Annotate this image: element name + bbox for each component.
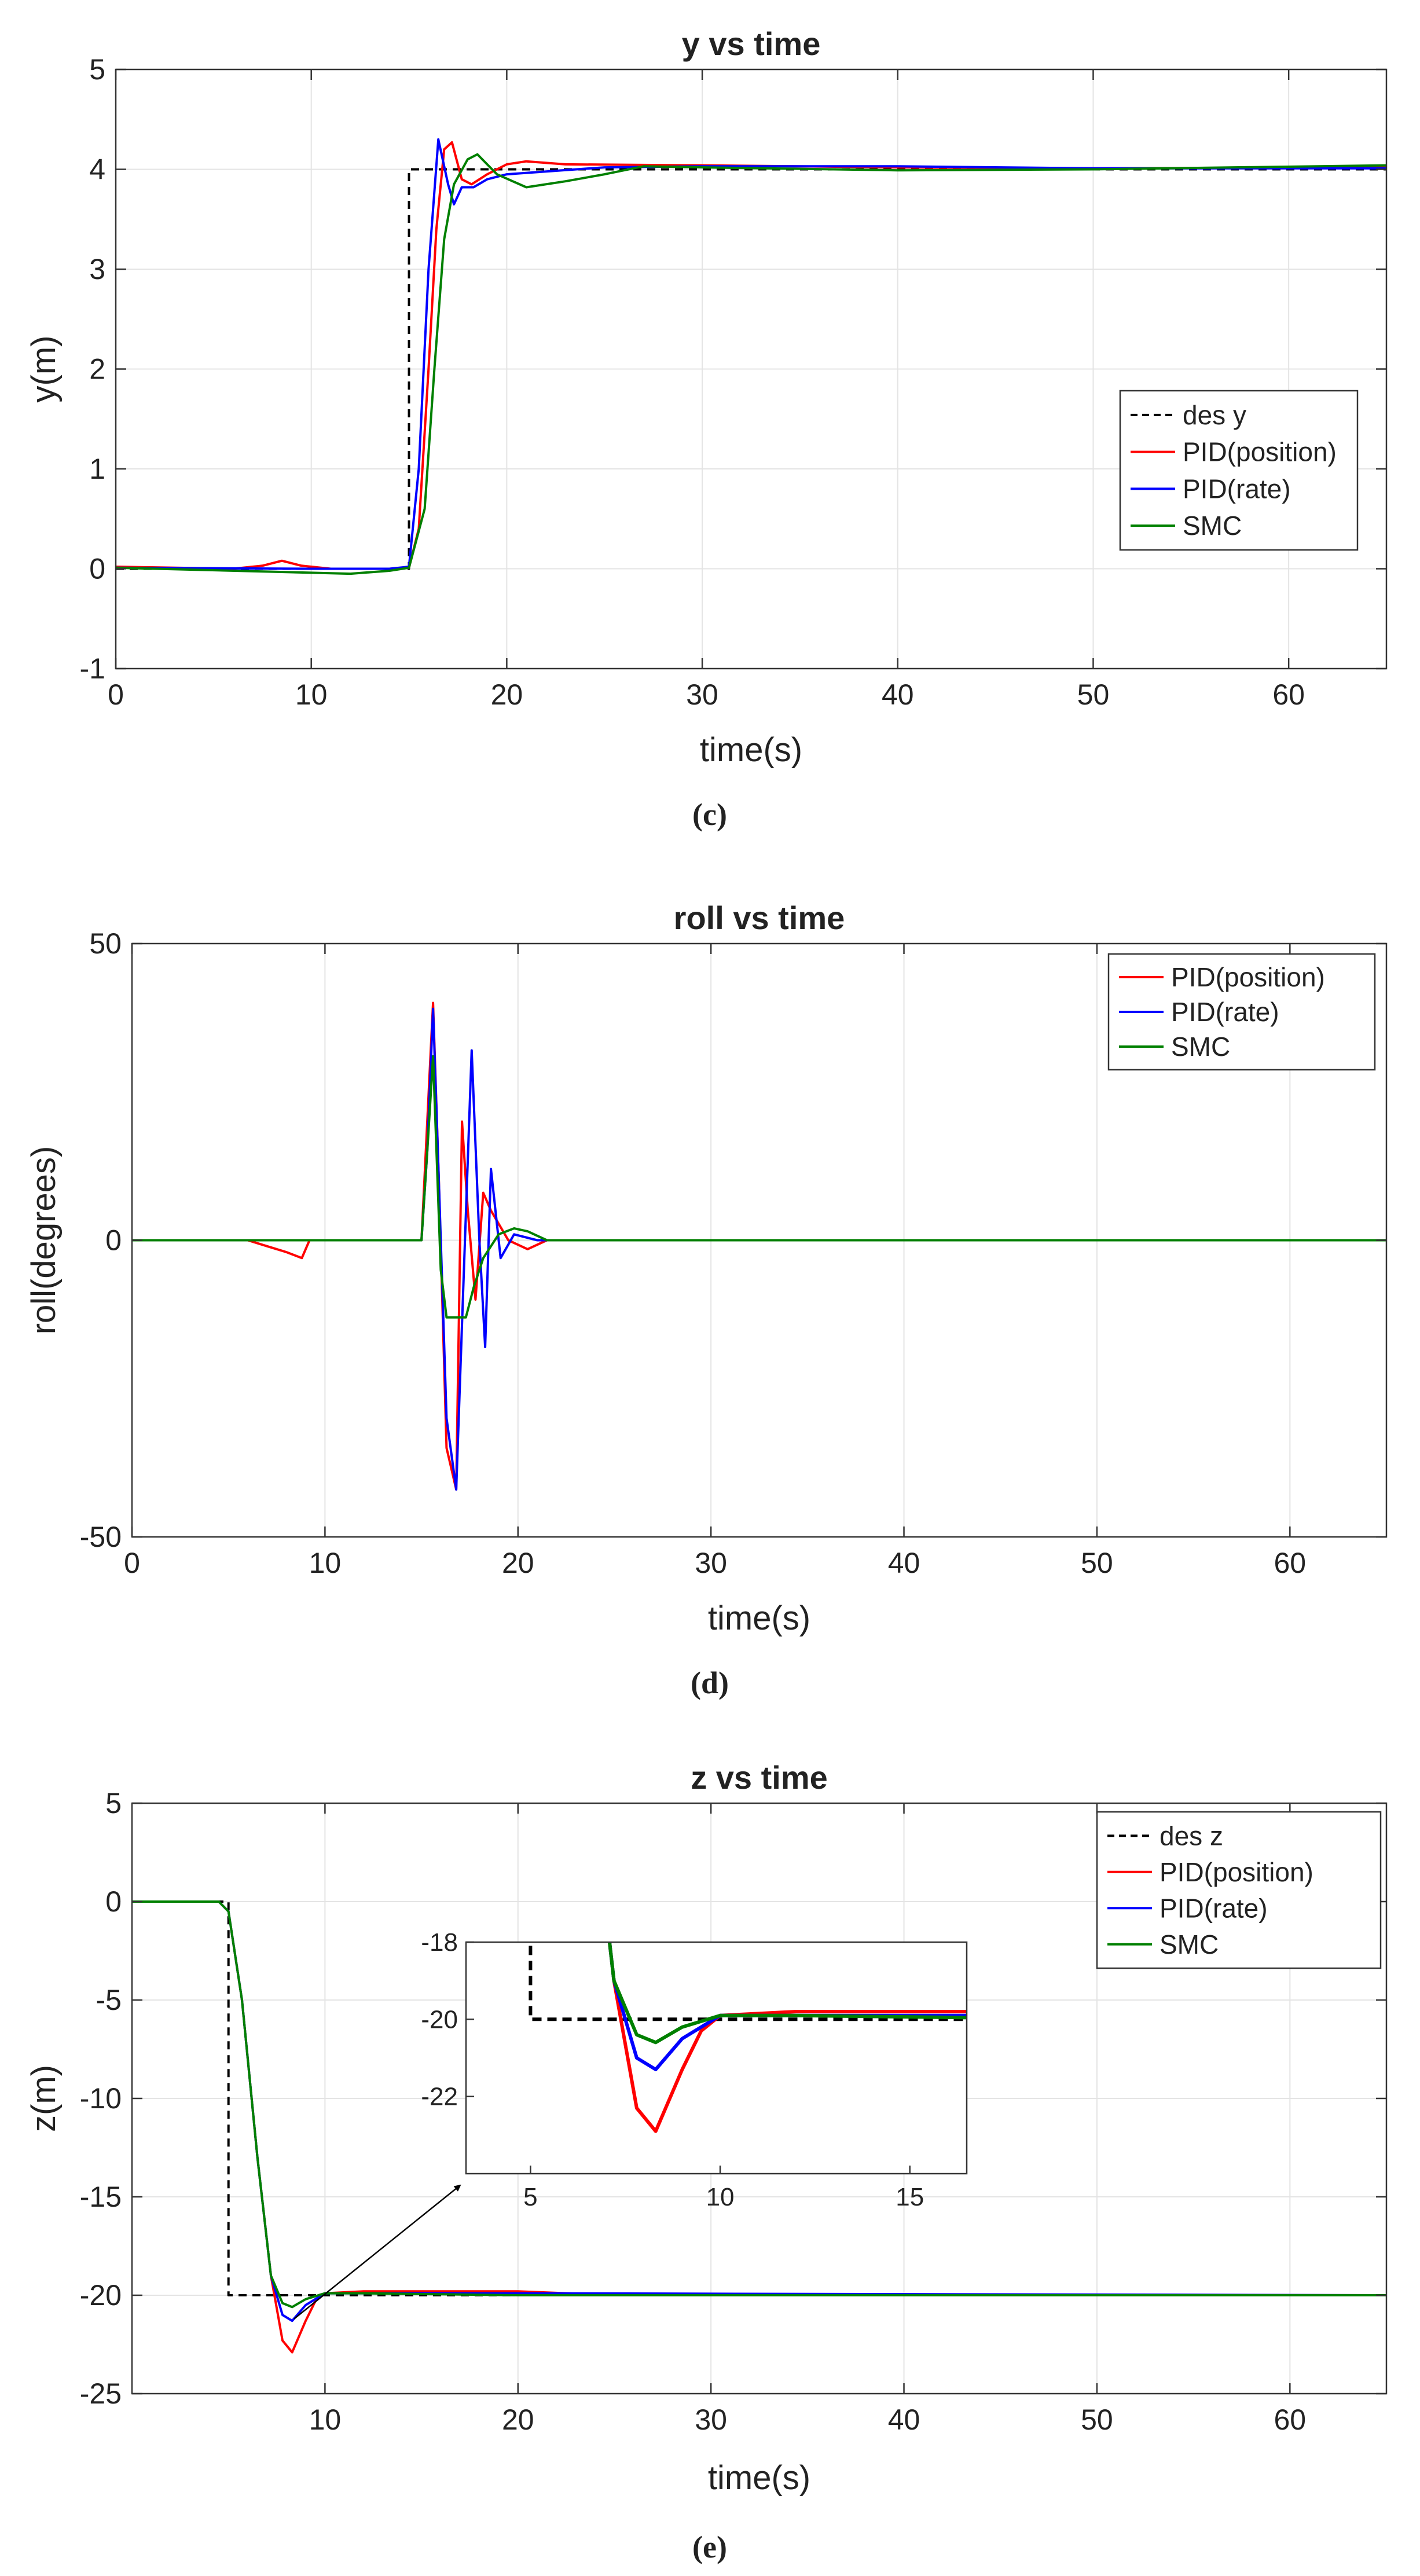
chart-3-x-tick-label: 10 bbox=[309, 2403, 342, 2436]
chart-3-x-tick-label: 60 bbox=[1274, 2403, 1306, 2436]
chart-2-legend-label-1: PID(rate) bbox=[1171, 997, 1279, 1027]
chart-2-x-tick-label: 0 bbox=[124, 1547, 140, 1579]
chart-3-legend-box bbox=[1096, 1811, 1382, 1969]
chart-1-series-3-line bbox=[116, 153, 1386, 575]
chart-3-y-tick-label: -15 bbox=[80, 2181, 122, 2213]
chart-3-inset: 5 10 15 -22 -20 -18 bbox=[421, 1928, 968, 2211]
chart-2-x-tick-label: 20 bbox=[502, 1547, 534, 1579]
chart-1-y-tick-label: 4 bbox=[89, 153, 105, 186]
chart-3-x-tick-label: 40 bbox=[888, 2403, 920, 2436]
chart-3-inset-box bbox=[465, 1941, 968, 2175]
chart-3-series-3-line bbox=[132, 1900, 1386, 2309]
chart-1-y-tick-label: 5 bbox=[89, 53, 105, 86]
chart-3-x-axis-label: time(s) bbox=[708, 2459, 810, 2497]
chart-3-x-tick-label: 20 bbox=[502, 2403, 534, 2436]
chart-3-inset-series-1-line bbox=[607, 1942, 967, 2133]
chart-3-legend-label-2: PID(rate) bbox=[1160, 1893, 1268, 1923]
chart-2-y-axis-label: roll(degrees) bbox=[25, 1146, 63, 1335]
chart-1-y-tick-label: 1 bbox=[89, 453, 105, 485]
chart-2-series-group bbox=[132, 1001, 1386, 1491]
chart-1-legend-label-1: PID(position) bbox=[1183, 437, 1337, 467]
chart-2-y-tick-label: 50 bbox=[89, 927, 122, 960]
chart-2-x-tick-label: 30 bbox=[695, 1547, 727, 1579]
chart-3-x-tick-label: 50 bbox=[1081, 2403, 1113, 2436]
chart-1-x-tick-label: 60 bbox=[1272, 678, 1305, 711]
chart-2-series-2-line bbox=[132, 1055, 1386, 1319]
chart-3-y-tick-label: -25 bbox=[80, 2377, 122, 2410]
chart-1-series-2-line bbox=[116, 138, 1386, 570]
chart-2-legend-label-0: PID(position) bbox=[1171, 962, 1325, 992]
chart-3-inset-arrow bbox=[293, 2184, 461, 2320]
chart-2-caption: (d) bbox=[691, 1665, 729, 1700]
chart-3-y-tick-label: -10 bbox=[80, 2082, 122, 2115]
chart-1-series-group bbox=[116, 138, 1386, 575]
chart-2-x-tick-label: 10 bbox=[309, 1547, 342, 1579]
chart-1-x-axis-label: time(s) bbox=[700, 731, 802, 769]
chart-3-inset-background bbox=[466, 1942, 967, 2174]
chart-1-y-tick-label: 0 bbox=[89, 553, 105, 585]
chart-2-title: roll vs time bbox=[674, 900, 845, 936]
chart-1-x-tick-label: 10 bbox=[295, 678, 328, 711]
chart-3-inset-series-3-line bbox=[607, 1942, 967, 2045]
chart-3-caption: (e) bbox=[692, 2530, 727, 2564]
chart-1-y-tick-label: -1 bbox=[80, 652, 105, 685]
chart-3-inset-y-tick-label: -20 bbox=[421, 2005, 458, 2034]
chart-1-x-tick-label: 30 bbox=[686, 678, 718, 711]
chart-1-y-tick-label: 2 bbox=[89, 353, 105, 386]
chart-1-legend-label-0: des y bbox=[1183, 400, 1246, 430]
chart-3-inset-x-tick-label: 10 bbox=[706, 2183, 735, 2211]
chart-1-title: y vs time bbox=[682, 25, 821, 62]
chart-1-x-tick-label: 40 bbox=[882, 678, 914, 711]
chart-2-x-axis-label: time(s) bbox=[708, 1599, 810, 1637]
chart-3: 10 20 30 40 50 60 -25 -20 -15 -10 -5 0 5 z vs time tim… bbox=[25, 1759, 1388, 2564]
chart-1-x-tick-label: 0 bbox=[108, 678, 124, 711]
chart-2-x-tick-label: 40 bbox=[888, 1547, 920, 1579]
chart-2-series-1-line bbox=[132, 1007, 1386, 1491]
chart-1-legend-box bbox=[1119, 390, 1359, 551]
chart-3-legend-label-3: SMC bbox=[1160, 1929, 1219, 1959]
chart-3-y-axis-label: z(m) bbox=[25, 2065, 63, 2132]
chart-1-y-axis-label: y(m) bbox=[25, 336, 63, 403]
chart-1-legend-label-2: PID(rate) bbox=[1183, 474, 1291, 504]
chart-2-x-tick-label: 50 bbox=[1081, 1547, 1113, 1579]
chart-2-legend-label-2: SMC bbox=[1171, 1032, 1230, 1062]
chart-3-inset-series-group bbox=[529, 1942, 967, 2133]
chart-3-legend-label-1: PID(position) bbox=[1160, 1857, 1313, 1887]
chart-3-legend-label-0: des z bbox=[1160, 1821, 1223, 1851]
chart-1-x-tick-label: 50 bbox=[1077, 678, 1110, 711]
chart-2-y-tick-label: 0 bbox=[105, 1224, 122, 1257]
chart-3-inset-y-tick-label: -22 bbox=[421, 2083, 458, 2111]
chart-1-x-tick-label: 20 bbox=[491, 678, 523, 711]
chart-1-legend-label-3: SMC bbox=[1183, 511, 1242, 541]
chart-3-x-tick-label: 30 bbox=[695, 2403, 727, 2436]
chart-3-y-tick-label: 0 bbox=[105, 1885, 122, 1918]
chart-3-inset-x-tick-label: 5 bbox=[523, 2183, 537, 2211]
chart-3-title: z vs time bbox=[691, 1759, 828, 1796]
chart-2-x-tick-label: 60 bbox=[1274, 1547, 1306, 1579]
chart-3-series-group bbox=[132, 1900, 1386, 2354]
chart-1-caption: (c) bbox=[692, 797, 727, 832]
chart-3-y-tick-label: -20 bbox=[80, 2279, 122, 2311]
chart-3-y-tick-label: -5 bbox=[96, 1984, 122, 2016]
chart-3-inset-y-tick-label: -18 bbox=[421, 1928, 458, 1957]
chart-3-y-tick-label: 5 bbox=[105, 1787, 122, 1819]
chart-2-y-tick-label: -50 bbox=[80, 1521, 122, 1553]
chart-2-series-0-line bbox=[132, 1001, 1386, 1491]
chart-3-inset-x-tick-label: 15 bbox=[896, 2183, 924, 2211]
chart-1-series-1-line bbox=[116, 141, 1386, 570]
chart-1-y-tick-label: 3 bbox=[89, 253, 105, 285]
